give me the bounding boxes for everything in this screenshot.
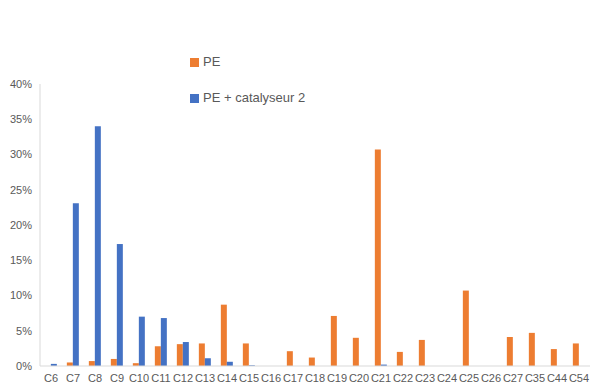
svg-text:C11: C11	[151, 372, 170, 384]
svg-text:C13: C13	[195, 372, 215, 384]
svg-text:25%: 25%	[10, 184, 32, 196]
svg-text:C16: C16	[261, 372, 281, 384]
svg-text:35%: 35%	[10, 113, 32, 125]
svg-text:40%: 40%	[10, 78, 32, 90]
svg-text:C7: C7	[66, 372, 80, 384]
svg-text:30%: 30%	[10, 148, 32, 160]
svg-text:C8: C8	[88, 372, 102, 384]
svg-text:C27: C27	[503, 372, 523, 384]
svg-text:C35: C35	[525, 372, 545, 384]
svg-text:10%: 10%	[10, 289, 32, 301]
svg-text:C24: C24	[437, 372, 457, 384]
html-text:PE: PE	[203, 54, 221, 69]
svg-text:C18: C18	[305, 372, 325, 384]
svg-text:C21: C21	[371, 372, 391, 384]
svg-text:C10: C10	[129, 372, 149, 384]
svg-text:C23: C23	[415, 372, 435, 384]
svg-text:C19: C19	[327, 372, 347, 384]
svg-text:C25: C25	[459, 372, 479, 384]
svg-text:C17: C17	[283, 372, 303, 384]
svg-text:C14: C14	[217, 372, 237, 384]
svg-text:C12: C12	[173, 372, 193, 384]
svg-text:C20: C20	[349, 372, 369, 384]
svg-text:15%: 15%	[10, 254, 32, 266]
svg-text:5%: 5%	[16, 325, 32, 337]
svg-text:C15: C15	[239, 372, 259, 384]
svg-text:C9: C9	[110, 372, 124, 384]
svg-text:C22: C22	[393, 372, 413, 384]
svg-text:C54: C54	[569, 372, 589, 384]
svg-text:C26: C26	[481, 372, 501, 384]
svg-text:C44: C44	[547, 372, 567, 384]
svg-text:C6: C6	[44, 372, 58, 384]
svg-text:20%: 20%	[10, 219, 32, 231]
svg-text:0%: 0%	[16, 360, 32, 372]
html-text:PE + catalyseur 2: PE + catalyseur 2	[203, 90, 306, 105]
